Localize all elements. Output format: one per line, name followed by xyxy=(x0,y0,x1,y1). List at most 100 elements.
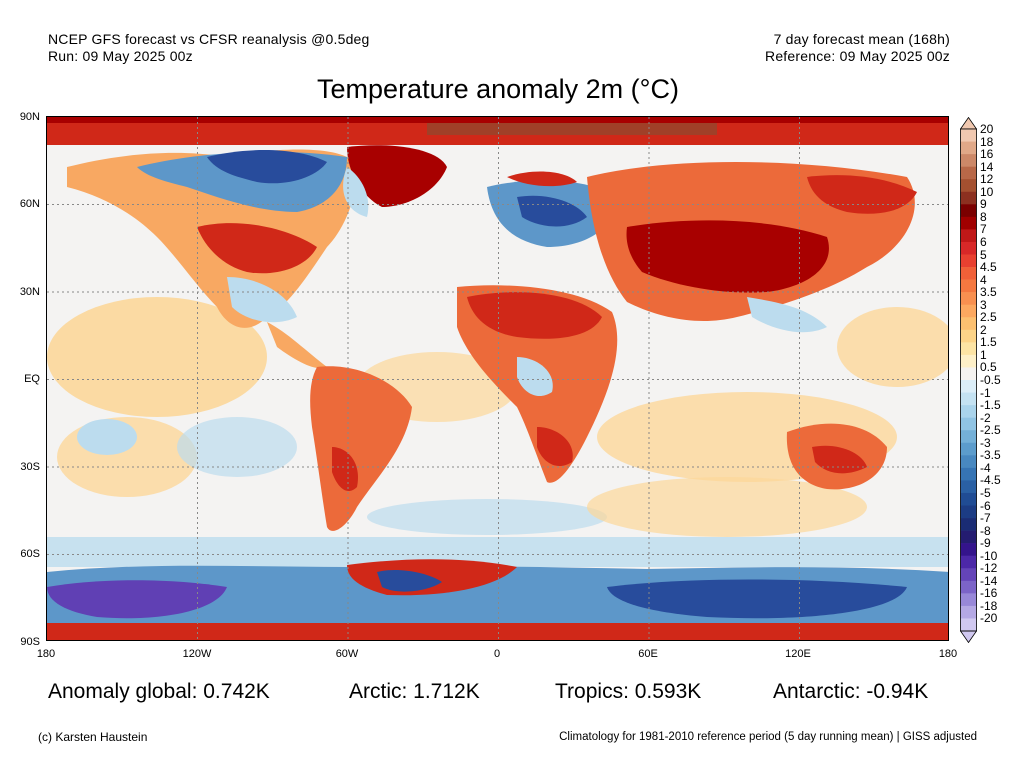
colorbar-tick-label: -4.5 xyxy=(980,473,1001,488)
colorbar-swatch xyxy=(960,191,977,205)
s-pacific-cool xyxy=(77,419,137,455)
credit: (c) Karsten Haustein xyxy=(38,730,148,744)
colorbar-swatch xyxy=(960,618,977,632)
lon-label-0: 0 xyxy=(493,648,501,660)
lat-label-60s: 60S xyxy=(20,548,40,560)
colorbar-swatch xyxy=(960,304,977,318)
colorbar-swatch xyxy=(960,179,977,193)
lon-label-60e: 60E xyxy=(638,648,658,660)
colorbar-tick-label: -7 xyxy=(980,511,991,526)
lon-label-120e: 120E xyxy=(785,648,811,660)
colorbar-tick-label: 3.5 xyxy=(980,285,997,300)
colorbar-tick-label: 20 xyxy=(980,122,994,136)
w-pacific-mild xyxy=(837,307,948,387)
header-left: NCEP GFS forecast vs CFSR reanalysis @0.… xyxy=(48,31,370,65)
southern-africa-hot xyxy=(537,427,573,467)
colorbar-tick-label: 1.5 xyxy=(980,335,997,350)
west-antarctica-extreme xyxy=(47,580,227,619)
antarctic-coast-warm xyxy=(47,623,948,640)
colorbar-tick-label: -1 xyxy=(980,385,991,400)
colorbar-swatch xyxy=(960,605,977,619)
europe-very-cold xyxy=(517,195,587,227)
colorbar-swatch xyxy=(960,380,977,393)
colorbar-tick-label: -6 xyxy=(980,498,991,513)
lon-label-120w: 120W xyxy=(182,648,212,660)
s-indian-mild xyxy=(587,477,867,537)
lon-label-60w: 60W xyxy=(335,648,359,660)
colorbar-swatch xyxy=(960,580,977,594)
lon-label-180e: 180 xyxy=(938,648,958,660)
stat-global: Anomaly global: 0.742K xyxy=(48,680,270,703)
colorbar-tick-label: -2 xyxy=(980,410,991,425)
central-asia-hot xyxy=(626,220,829,293)
australia-hot xyxy=(812,445,867,474)
colorbar-tick-label: -2.5 xyxy=(980,423,1001,438)
colorbar-swatch xyxy=(960,530,977,544)
colorbar-swatch xyxy=(960,229,977,243)
colorbar-tick-label: 4 xyxy=(980,272,987,287)
colorbar-swatch xyxy=(960,405,977,418)
east-antarctica-cold xyxy=(607,579,907,619)
colorbar-tick-label: 0.5 xyxy=(980,360,997,375)
colorbar-tick-label: 18 xyxy=(980,134,994,149)
stat-tropics: Tropics: 0.593K xyxy=(555,680,702,703)
colorbar-tick-label: -10 xyxy=(980,548,998,563)
colorbar-tick-label: -1.5 xyxy=(980,398,1001,413)
e-pacific-cool xyxy=(177,417,297,477)
central-america xyxy=(267,322,327,369)
stat-antarctic: Antarctic: -0.94K xyxy=(773,680,929,703)
colorbar-tick-label: -20 xyxy=(980,611,998,626)
header-right: 7 day forecast mean (168h) Reference: 09… xyxy=(765,31,950,65)
south-america-hot xyxy=(332,447,358,492)
colorbar-swatch xyxy=(960,342,977,356)
colorbar-tick-label: -3 xyxy=(980,435,991,450)
stat-arctic: Arctic: 1.712K xyxy=(349,680,480,703)
lat-label-eq: EQ xyxy=(24,373,40,385)
colorbar-swatch xyxy=(960,267,977,280)
lat-label-60n: 60N xyxy=(19,198,40,210)
antarctic-peninsula xyxy=(377,570,442,592)
colorbar-tick-label: 2 xyxy=(980,322,987,337)
us-hotspot xyxy=(197,223,317,274)
colorbar-swatch xyxy=(960,455,977,469)
siberia-hot xyxy=(807,175,917,214)
colorbar-swatch xyxy=(960,518,977,531)
colorbar-swatch xyxy=(960,329,977,343)
lat-label-90s: 90S xyxy=(20,636,40,648)
sahara-hot xyxy=(467,292,602,339)
colorbar-swatch xyxy=(960,467,977,481)
se-asia-cool xyxy=(747,297,827,333)
colorbar-swatch xyxy=(960,204,977,218)
colorbar-tick-label: -8 xyxy=(980,523,991,538)
colorbar-swatch xyxy=(960,166,977,180)
colorbar-swatch xyxy=(960,141,977,155)
south-america-landmass xyxy=(310,366,412,531)
anomaly-map[interactable] xyxy=(46,116,949,641)
colorbar-swatch xyxy=(960,442,977,456)
colorbar-swatch xyxy=(960,505,977,519)
colorbar-swatch xyxy=(960,430,977,444)
colorbar-swatch xyxy=(960,417,977,431)
colorbar-swatch xyxy=(960,254,977,268)
model-description: NCEP GFS forecast vs CFSR reanalysis @0.… xyxy=(48,31,370,47)
ne-pacific-warm xyxy=(47,297,267,417)
colorbar-swatch xyxy=(960,292,977,305)
reference-time: Reference: 09 May 2025 00z xyxy=(765,48,950,64)
colorbar-tick-label: -12 xyxy=(980,561,998,576)
colorbar-tick-label: -5 xyxy=(980,485,991,500)
run-time: Run: 09 May 2025 00z xyxy=(48,48,193,64)
colorbar-tick-label: -4 xyxy=(980,460,991,475)
colorbar-swatch xyxy=(960,241,977,255)
colorbar-swatch xyxy=(960,367,977,381)
colorbar-swatch xyxy=(960,154,977,167)
climatology-note: Climatology for 1981-2010 reference peri… xyxy=(559,731,977,743)
colorbar-tick-label: 12 xyxy=(980,172,994,187)
greenland xyxy=(347,145,447,207)
forecast-period: 7 day forecast mean (168h) xyxy=(773,31,950,47)
colorbar-swatch xyxy=(960,555,977,569)
central-africa-cool xyxy=(517,357,553,397)
colorbar-tick-label: -14 xyxy=(980,573,998,588)
canada-very-cold xyxy=(207,150,327,184)
colorbar-min-arrow xyxy=(960,630,977,643)
s-atlantic-cool xyxy=(367,499,607,535)
